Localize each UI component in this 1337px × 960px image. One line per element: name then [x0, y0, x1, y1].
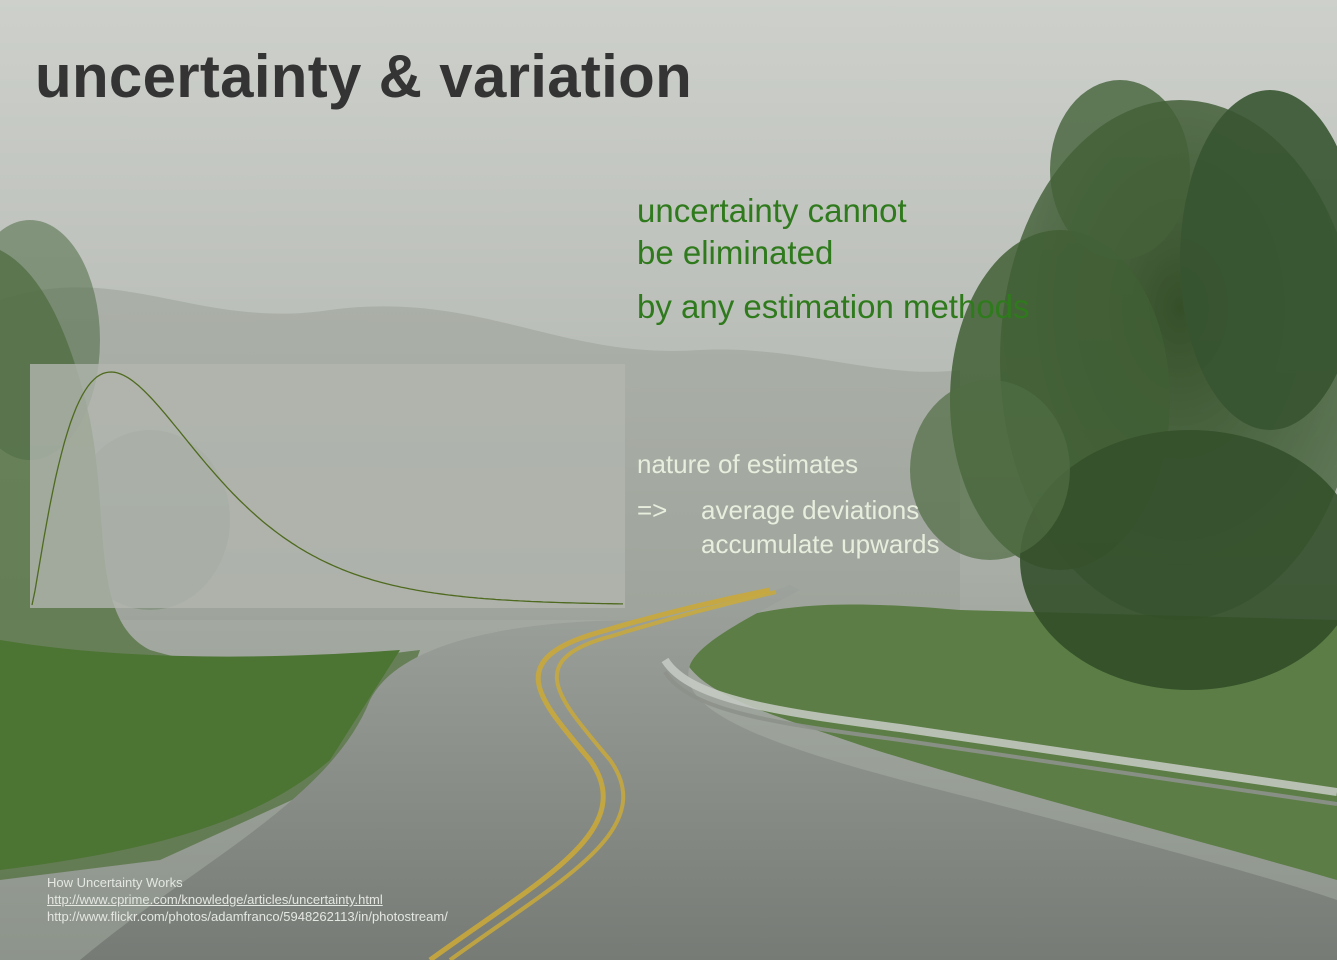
- distribution-chart: [30, 364, 625, 608]
- statement-line: uncertainty cannot: [637, 192, 907, 229]
- source-link[interactable]: http://www.cprime.com/knowledge/articles…: [47, 892, 383, 907]
- nature-of-estimates: nature of estimates => average deviation…: [637, 447, 939, 561]
- credits: How Uncertainty Works http://www.cprime.…: [47, 874, 448, 925]
- arrow-row: => average deviations accumulate upwards: [637, 493, 939, 561]
- nature-heading: nature of estimates: [637, 449, 859, 479]
- photo-credit: http://www.flickr.com/photos/adamfranco/…: [47, 909, 448, 924]
- page-title: uncertainty & variation: [35, 43, 693, 110]
- nature-line: accumulate upwards: [701, 529, 940, 559]
- distribution-curve-icon: [31, 371, 623, 606]
- nature-line: average deviations: [701, 495, 920, 525]
- implies-arrow: =>: [637, 495, 668, 525]
- statement-line: be eliminated: [637, 234, 834, 271]
- uncertainty-statement: uncertainty cannot be eliminated by any …: [637, 190, 1030, 328]
- source-title: How Uncertainty Works: [47, 875, 183, 890]
- statement-line: by any estimation methods: [637, 288, 1030, 325]
- arrow-text: average deviations accumulate upwards: [701, 493, 939, 561]
